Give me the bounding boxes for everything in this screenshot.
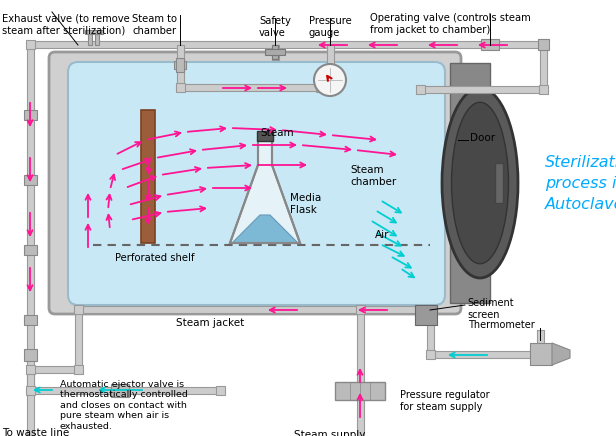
Bar (326, 45, 333, 88)
Bar (420, 86, 543, 93)
Bar (538, 41, 548, 50)
Bar (360, 307, 430, 313)
Bar (30, 386, 220, 394)
Bar (537, 330, 543, 355)
Bar (450, 63, 490, 303)
Polygon shape (230, 140, 300, 243)
Bar (355, 306, 365, 314)
Bar (73, 306, 83, 314)
Text: Sterilization
process in an
Autoclave: Sterilization process in an Autoclave (545, 155, 616, 212)
Bar (141, 110, 155, 243)
Bar (530, 343, 552, 365)
Text: Pressure
gauge: Pressure gauge (309, 16, 351, 37)
Bar (25, 365, 34, 375)
Text: Steam jacket: Steam jacket (176, 318, 244, 328)
Polygon shape (232, 215, 298, 243)
Polygon shape (552, 343, 570, 365)
Text: Safety
valve: Safety valve (259, 16, 291, 37)
Text: Automatic ejector valve is
thermostatically controlled
and closes on contact wit: Automatic ejector valve is thermostatica… (60, 380, 188, 431)
Bar (257, 131, 273, 141)
Bar (23, 175, 36, 185)
Bar (85, 30, 103, 34)
Bar (317, 72, 323, 88)
Bar (265, 49, 285, 55)
Bar (538, 40, 548, 51)
Bar (495, 163, 503, 203)
Bar (426, 351, 434, 360)
Bar (23, 110, 36, 120)
Text: Pressure regulator
for steam supply: Pressure regulator for steam supply (400, 390, 490, 412)
Bar (174, 61, 186, 69)
Text: Air: Air (375, 230, 389, 240)
Bar (23, 245, 36, 255)
Bar (25, 41, 34, 50)
Bar (23, 349, 36, 361)
Text: To waste line: To waste line (2, 428, 69, 436)
Bar (177, 45, 184, 88)
FancyBboxPatch shape (49, 52, 461, 314)
Text: Media
Flask: Media Flask (290, 193, 322, 215)
Bar (216, 385, 224, 395)
FancyBboxPatch shape (68, 62, 445, 305)
Bar (78, 307, 430, 313)
Bar (538, 85, 548, 95)
Bar (30, 367, 78, 374)
Bar (30, 41, 545, 48)
Text: Steam supply: Steam supply (294, 430, 366, 436)
Bar (88, 32, 92, 45)
Bar (75, 310, 81, 370)
Ellipse shape (452, 102, 508, 264)
Bar (26, 45, 33, 390)
Ellipse shape (442, 88, 518, 278)
Bar (535, 351, 545, 360)
Bar (481, 40, 499, 51)
Bar (426, 310, 434, 355)
Bar (73, 365, 83, 375)
Text: Perforated shelf: Perforated shelf (115, 253, 195, 263)
Text: Exhaust valve (to remove
steam after sterilization): Exhaust valve (to remove steam after ste… (2, 14, 130, 36)
Text: Steam
chamber: Steam chamber (350, 165, 396, 187)
Bar (357, 310, 363, 436)
Bar (415, 305, 437, 325)
Bar (272, 45, 278, 59)
Text: Door: Door (470, 133, 495, 143)
Bar (180, 85, 320, 92)
Bar (540, 45, 546, 90)
Bar (426, 306, 434, 314)
Bar (26, 370, 33, 436)
Bar (272, 45, 278, 60)
Text: Thermometer: Thermometer (468, 320, 535, 330)
Bar (111, 384, 129, 396)
Text: Steam: Steam (260, 128, 294, 138)
Bar (23, 315, 36, 325)
Bar (416, 85, 424, 95)
Bar (95, 32, 99, 45)
Circle shape (314, 64, 346, 96)
Text: Sediment
screen: Sediment screen (467, 298, 514, 320)
Text: Operating valve (controls steam
from jacket to chamber): Operating valve (controls steam from jac… (370, 13, 531, 34)
Bar (430, 351, 540, 358)
Bar (176, 58, 184, 72)
Bar (25, 385, 34, 395)
Text: Steam to
chamber: Steam to chamber (132, 14, 177, 36)
Bar (176, 84, 185, 92)
Bar (315, 84, 325, 92)
Bar (335, 382, 385, 400)
